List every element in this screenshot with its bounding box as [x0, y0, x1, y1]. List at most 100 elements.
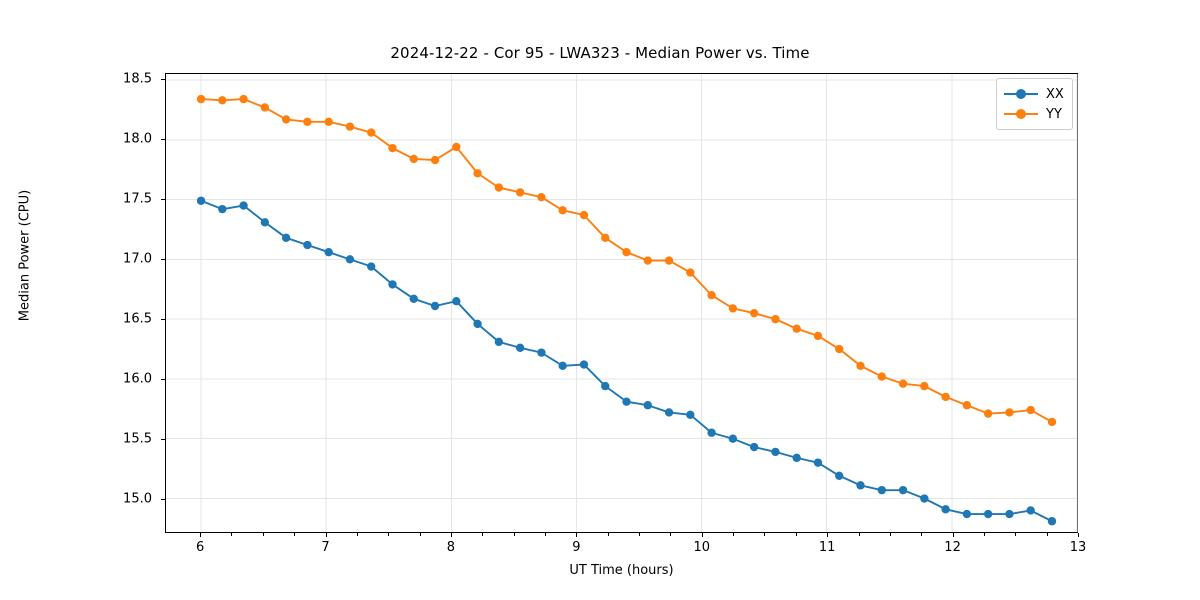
data-point: [1026, 405, 1035, 415]
x-tick-mark-minor: [733, 533, 735, 536]
x-tick-mark-minor: [513, 533, 515, 536]
data-point: [473, 169, 482, 178]
x-tick-label: 6: [195, 540, 205, 555]
data-point: [686, 268, 695, 277]
x-tick-mark-minor: [482, 533, 484, 536]
x-tick-mark-minor: [419, 533, 421, 536]
x-tick-mark-minor: [670, 533, 672, 536]
data-point: [771, 447, 780, 457]
data-point: [983, 409, 993, 418]
data-point: [856, 361, 865, 370]
y-tick-label: 16.0: [123, 371, 152, 387]
data-point: [898, 485, 908, 495]
y-tick-mark: [161, 139, 165, 141]
data-point: [579, 210, 589, 220]
data-point: [920, 381, 929, 391]
x-tick-mark-minor: [921, 533, 923, 536]
x-tick-label: 11: [818, 540, 836, 555]
legend-marker-icon: [1004, 107, 1038, 121]
data-point: [962, 509, 972, 519]
data-point: [877, 485, 886, 495]
x-tick-label: 8: [446, 540, 456, 555]
x-tick-label: 13: [1069, 540, 1087, 555]
data-point: [388, 280, 397, 289]
data-point: [281, 115, 291, 124]
legend-label: XX: [1046, 86, 1064, 102]
data-point: [218, 204, 227, 214]
data-point: [1047, 417, 1057, 427]
y-tick-label: 18.0: [123, 131, 152, 147]
x-tick-mark: [827, 533, 829, 537]
x-tick-mark-minor: [356, 533, 358, 536]
x-tick-mark-minor: [1046, 533, 1048, 536]
data-point: [579, 360, 589, 369]
data-point: [941, 505, 950, 514]
data-point: [430, 155, 440, 165]
data-point: [749, 308, 759, 318]
x-tick-mark: [325, 533, 327, 537]
data-point: [515, 343, 525, 353]
data-point: [324, 248, 333, 257]
data-point: [707, 291, 716, 300]
x-tick-mark-minor: [231, 533, 233, 536]
y-tick-label: 17.0: [123, 251, 152, 267]
x-tick-mark-minor: [388, 533, 390, 536]
data-point: [494, 183, 504, 192]
data-point: [686, 410, 695, 419]
x-tick-mark-minor: [607, 533, 609, 536]
data-point: [452, 142, 461, 152]
data-point: [239, 94, 248, 104]
data-point: [622, 248, 631, 257]
legend-marker-icon: [1004, 87, 1038, 101]
data-point: [388, 143, 397, 153]
data-point: [409, 294, 418, 303]
y-tick-mark: [161, 319, 165, 321]
data-point: [601, 233, 610, 243]
data-point: [409, 154, 418, 164]
data-point: [260, 103, 270, 112]
data-point: [920, 494, 929, 503]
y-tick-mark: [161, 439, 165, 441]
x-tick-mark-minor: [764, 533, 766, 536]
y-tick-mark: [161, 199, 165, 201]
x-tick-mark: [701, 533, 703, 537]
data-point: [196, 196, 206, 205]
data-point: [771, 314, 780, 324]
data-point: [792, 324, 801, 333]
x-tick-mark-minor: [858, 533, 860, 536]
x-tick-mark-minor: [294, 533, 296, 536]
data-point: [218, 96, 227, 105]
data-point: [664, 256, 674, 265]
data-point: [537, 192, 546, 202]
data-point: [601, 381, 610, 391]
data-point: [303, 117, 312, 127]
data-point: [494, 337, 504, 347]
x-tick-mark-minor: [544, 533, 546, 536]
data-point: [962, 401, 972, 410]
data-point: [941, 392, 950, 402]
data-point: [558, 206, 567, 215]
data-point: [367, 262, 376, 271]
series-line-yy: [200, 98, 1053, 423]
y-tick-mark: [161, 499, 165, 501]
data-point: [558, 361, 567, 370]
data-point: [196, 94, 206, 104]
x-axis-label: UT Time (hours): [569, 563, 674, 578]
data-point: [345, 255, 355, 264]
data-point: [622, 397, 631, 406]
data-point: [835, 471, 844, 480]
x-tick-mark-minor: [1015, 533, 1017, 536]
x-tick-mark-minor: [889, 533, 891, 536]
legend: XX YY: [996, 78, 1073, 130]
data-point: [1005, 509, 1014, 519]
data-point: [367, 128, 376, 137]
data-point: [835, 344, 844, 354]
x-tick-mark: [1078, 533, 1079, 537]
data-point: [643, 256, 652, 265]
data-point: [260, 218, 270, 227]
x-tick-mark-minor: [262, 533, 264, 536]
data-point: [345, 122, 355, 131]
y-tick-label: 16.5: [123, 311, 152, 327]
data-point: [452, 297, 461, 306]
data-point: [537, 348, 546, 357]
